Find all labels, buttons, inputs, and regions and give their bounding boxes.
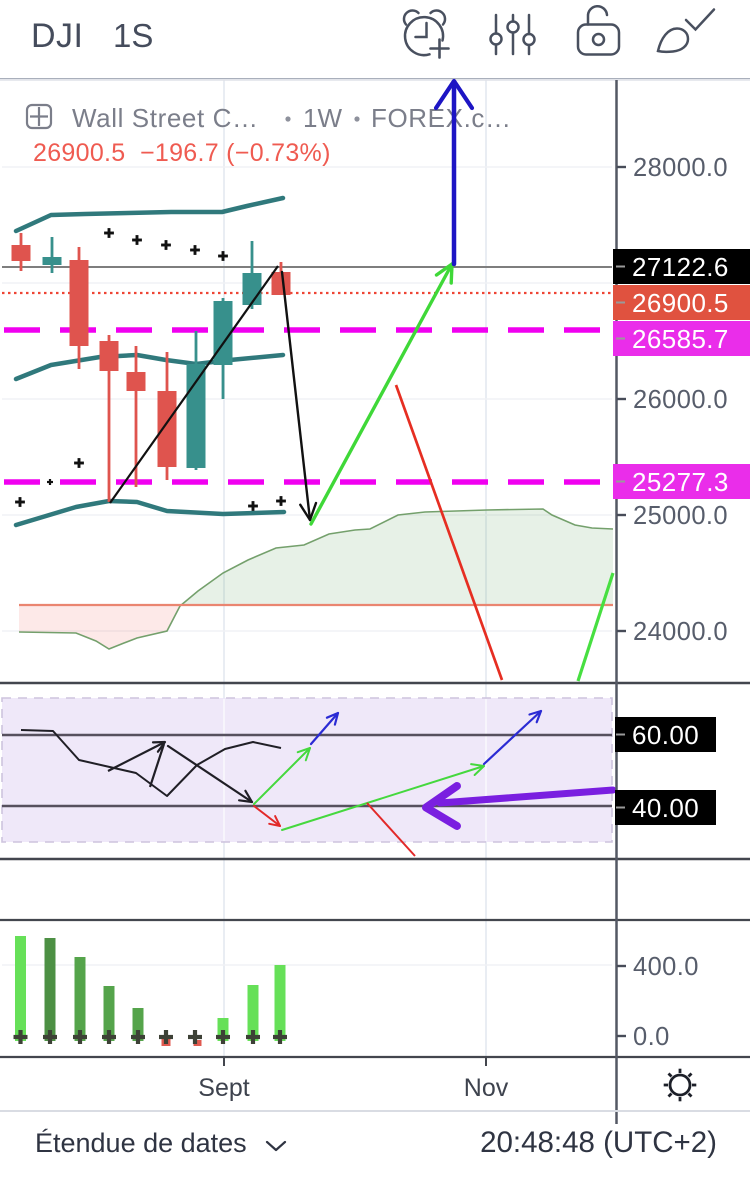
- svg-text:Nov: Nov: [464, 1074, 509, 1102]
- svg-text:26585.7: 26585.7: [632, 324, 729, 354]
- svg-text:Sept: Sept: [198, 1074, 249, 1102]
- svg-text:Wall Street C…: Wall Street C…: [72, 103, 259, 133]
- svg-text:25277.3: 25277.3: [632, 467, 729, 497]
- svg-text:0.0: 0.0: [633, 1023, 670, 1051]
- svg-text:24000.0: 24000.0: [633, 618, 728, 646]
- svg-text:400.0: 400.0: [633, 953, 699, 981]
- svg-text:27122.6: 27122.6: [632, 252, 729, 282]
- svg-text:1W: 1W: [303, 103, 342, 133]
- svg-text:28000.0: 28000.0: [633, 154, 728, 182]
- svg-text:26900.5: 26900.5: [632, 288, 729, 318]
- svg-text:60.00: 60.00: [632, 720, 699, 750]
- svg-text:26900.5 −196.7 (−0.73%): 26900.5 −196.7 (−0.73%): [33, 139, 331, 167]
- svg-text:26000.0: 26000.0: [633, 386, 728, 414]
- svg-text:FOREX.c…: FOREX.c…: [371, 103, 512, 133]
- svg-text:40.00: 40.00: [632, 793, 699, 823]
- svg-text:25000.0: 25000.0: [633, 502, 728, 530]
